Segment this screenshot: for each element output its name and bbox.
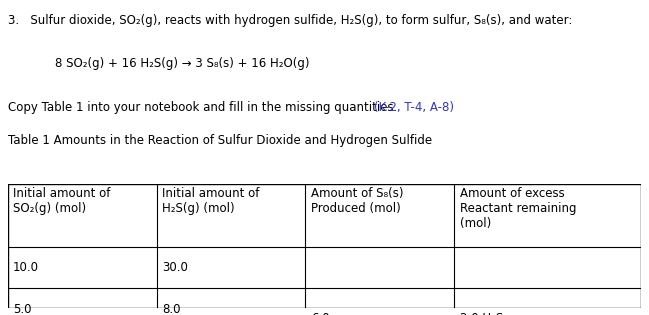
Text: (K-2, T-4, A-8): (K-2, T-4, A-8)	[374, 101, 454, 114]
Text: 3.   Sulfur dioxide, SO₂(g), reacts with hydrogen sulfide, H₂S(g), to form sulfu: 3. Sulfur dioxide, SO₂(g), reacts with h…	[8, 14, 572, 27]
Text: Amount of excess
Reactant remaining
(mol): Amount of excess Reactant remaining (mol…	[459, 187, 576, 231]
Text: 30.0: 30.0	[162, 261, 188, 274]
Text: 5.0: 5.0	[13, 302, 32, 315]
Text: 8.0: 8.0	[162, 302, 180, 315]
Text: 10.0: 10.0	[13, 261, 39, 274]
Text: Initial amount of
H₂S(g) (mol): Initial amount of H₂S(g) (mol)	[162, 187, 259, 215]
Text: Table 1 Amounts in the Reaction of Sulfur Dioxide and Hydrogen Sulfide: Table 1 Amounts in the Reaction of Sulfu…	[8, 134, 432, 147]
Text: Initial amount of
SO₂(g) (mol): Initial amount of SO₂(g) (mol)	[13, 187, 110, 215]
Text: Amount of S₈(s)
Produced (mol): Amount of S₈(s) Produced (mol)	[311, 187, 403, 215]
Text: Copy Table 1 into your notebook and fill in the missing quantities.: Copy Table 1 into your notebook and fill…	[8, 101, 401, 114]
Text: 2.0 H₂S: 2.0 H₂S	[459, 312, 503, 315]
Text: 8 SO₂(g) + 16 H₂S(g) → 3 S₈(s) + 16 H₂O(g): 8 SO₂(g) + 16 H₂S(g) → 3 S₈(s) + 16 H₂O(…	[55, 57, 310, 70]
Text: 6.0: 6.0	[311, 312, 329, 315]
